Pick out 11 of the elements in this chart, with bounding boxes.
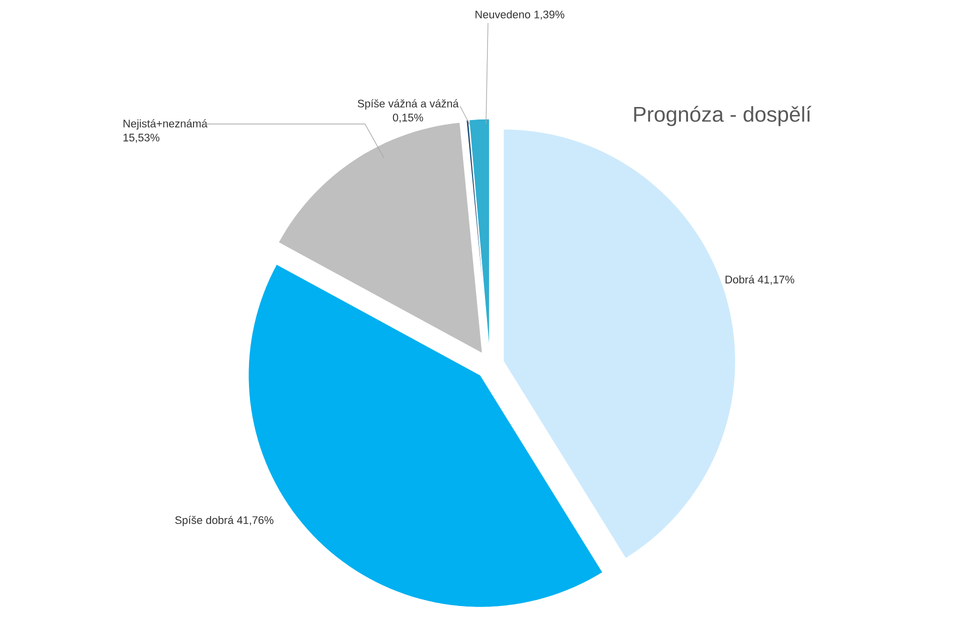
slice-label: Dobrá xyxy=(726,275,754,284)
data-label: 41,76% xyxy=(236,516,274,526)
text: Prognóza - dospělí xyxy=(634,106,812,126)
slice-label: Nejistá+neznámá xyxy=(124,119,208,130)
data-label: 1,39% xyxy=(534,10,564,20)
data-label: 15,53% xyxy=(124,134,160,143)
data-label: 41,17% xyxy=(758,276,794,285)
data-label: 0,15% xyxy=(392,114,424,123)
slice-label: Spíše vážná a vážná xyxy=(358,99,459,110)
slice-label: Spíše dobrá xyxy=(175,516,234,526)
slice-label: Neuvedeno xyxy=(476,10,530,18)
